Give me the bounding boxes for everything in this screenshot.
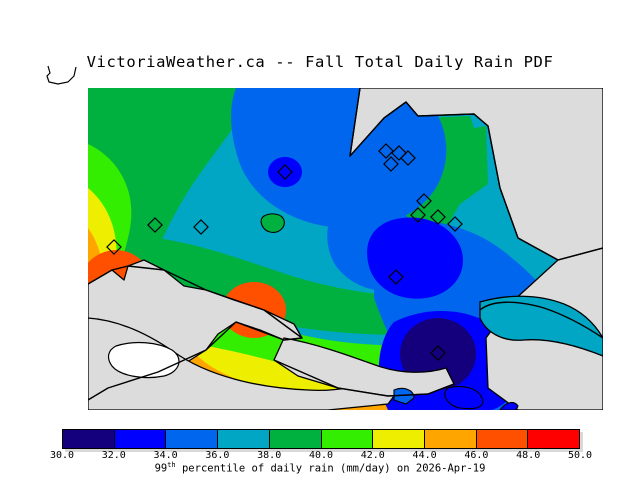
colorbar-container [62,429,583,452]
colorbar-band-48-50[interactable] [528,430,580,448]
contour-map-plot[interactable] [88,88,603,410]
coastline-south-peninsula [273,359,455,397]
island-enclave-blue-2 [393,387,415,405]
colorbar-tick-50.0: 50.0 [567,450,593,461]
island-enclave-blue-3 [499,401,519,410]
colorbar-tick-labels: 30.0 32.0 34.0 36.0 38.0 40.0 42.0 44.0 46.0 48.0… [50,450,592,464]
contour-bands-group [88,88,603,410]
station-marker [447,216,463,232]
colorbar-band-46-48[interactable] [476,430,529,448]
caption-prefix: 99 [154,462,168,475]
station-marker [383,156,399,172]
station-markers-group [106,143,463,361]
colorbar-band-40-42[interactable] [321,430,374,448]
island-enclave-blue-1 [444,385,484,410]
band-32-34-bullseye-north [268,157,302,187]
coastline-east [479,301,603,339]
colorbar-tick-34.0: 34.0 [153,450,178,461]
page-title: VictoriaWeather.ca -- Fall Total Daily R… [86,53,554,71]
coastline-main-north [349,88,603,261]
contour-map-svg [88,88,603,410]
colorbar-band-38-40[interactable] [269,430,322,448]
colorbar-tick-32.0: 32.0 [101,450,126,461]
station-marker [106,239,122,255]
colorbar-band-42-44[interactable] [373,430,425,448]
colorbar-tick-44.0: 44.0 [412,450,437,461]
station-marker [410,207,426,223]
station-marker [193,219,209,235]
inlet-white-1 [107,341,180,379]
stray-coastline-fragment [46,65,77,85]
colorbar-band-30-32[interactable] [63,430,115,448]
station-marker [388,269,404,285]
colorbar[interactable] [62,429,580,449]
colorbar-tick-40.0: 40.0 [308,450,334,461]
colorbar-band-44-46[interactable] [424,430,477,448]
colorbar-band-34-36[interactable] [166,430,219,448]
colorbar-tick-48.0: 48.0 [516,450,541,461]
colorbar-caption: 99th percentile of daily rain (mm/day) o… [0,461,640,475]
station-marker [430,345,446,361]
land-mask-east-channel [479,295,603,357]
band-34-36-north [231,88,447,229]
station-marker [400,150,416,166]
station-marker [147,217,163,233]
colorbar-band-36-38[interactable] [218,430,270,448]
colorbar-tick-38.0: 38.0 [257,450,282,461]
caption-rest: percentile of daily rain (mm/day) on 202… [175,462,486,475]
island-enclave-teal-1 [260,213,285,233]
colorbar-tick-42.0: 42.0 [360,450,385,461]
colorbar-tick-46.0: 46.0 [464,450,489,461]
colorbar-tick-30.0: 30.0 [49,450,75,461]
station-marker [378,143,394,159]
station-marker [416,193,432,209]
station-marker [430,209,446,225]
station-marker [277,164,293,180]
colorbar-band-32-34[interactable] [114,430,167,448]
caption-superscript: th [167,461,176,469]
colorbar-tick-36.0: 36.0 [205,450,230,461]
coastline-southwest [88,265,303,401]
